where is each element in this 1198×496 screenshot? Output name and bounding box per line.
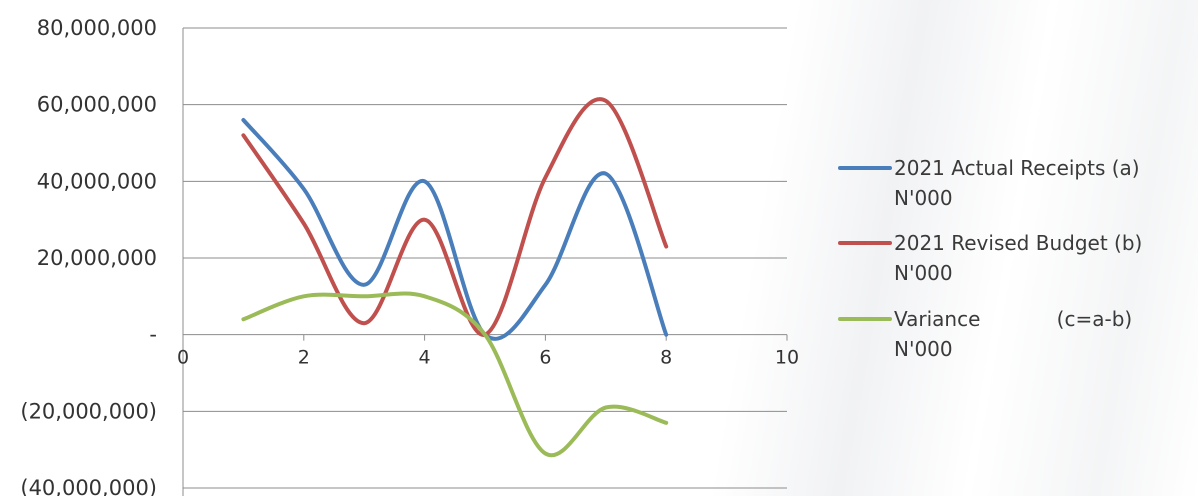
legend-label-actual-receipts: 2021 Actual Receipts (a) N'000 [894, 156, 1140, 210]
x-tick-label: 6 [539, 347, 551, 369]
y-tick-label: 20,000,000 [37, 246, 157, 270]
legend-swatch-variance [838, 317, 892, 321]
y-tick-label: 60,000,000 [37, 93, 157, 117]
y-tick-label: 80,000,000 [37, 16, 157, 40]
legend-swatch-revised-budget [838, 241, 892, 245]
legend-label-revised-budget: 2021 Revised Budget (b) N'000 [894, 231, 1143, 285]
y-tick-label: 40,000,000 [37, 169, 157, 193]
series-line-variance [241, 291, 669, 458]
series-line-revised-budget [241, 97, 669, 337]
y-tick-label: (20,000,000) [20, 399, 157, 423]
legend-label-variance: Variance (c=a-b) N'000 [894, 307, 1133, 361]
x-tick-label: 4 [419, 347, 431, 369]
x-tick-label: 10 [775, 347, 799, 369]
x-tick-label: 8 [660, 347, 672, 369]
x-tick-label: 0 [177, 347, 189, 369]
y-tick-label: - [149, 323, 157, 347]
series-line-actual-receipts [241, 118, 669, 341]
legend-swatch-actual-receipts [838, 166, 892, 170]
y-tick-label: (40,000,000) [20, 476, 157, 496]
x-tick-label: 2 [298, 347, 310, 369]
